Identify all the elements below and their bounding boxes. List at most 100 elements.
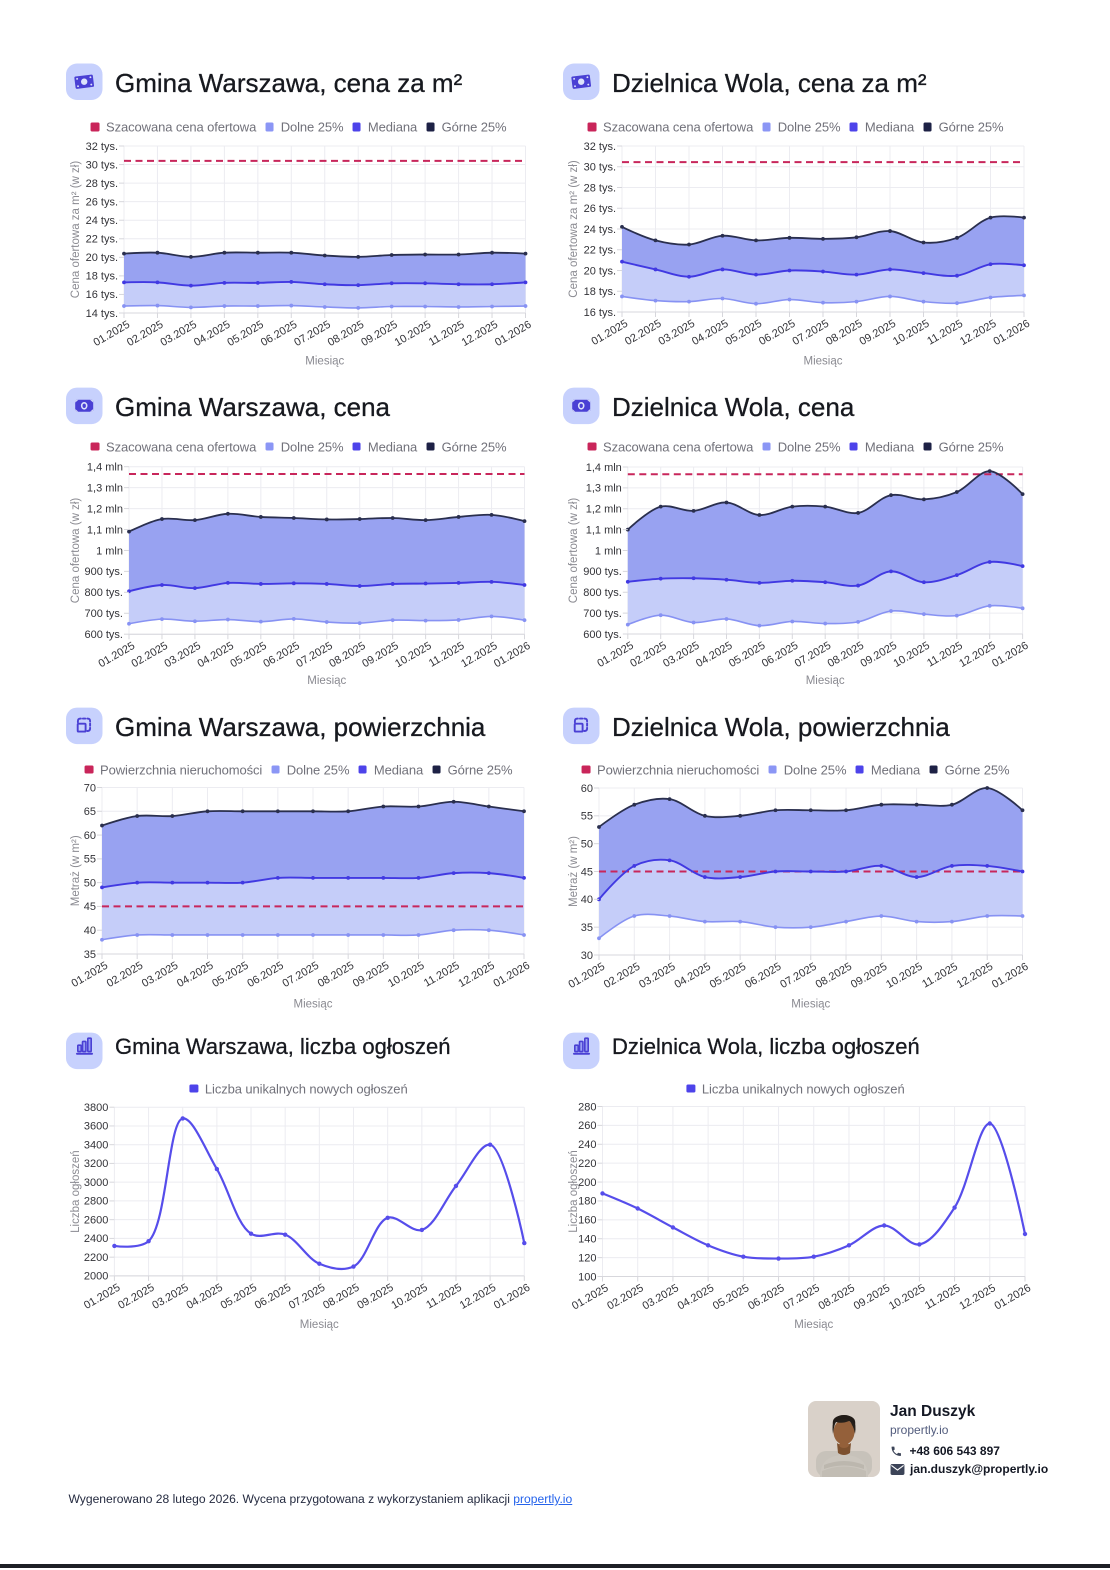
svg-text:18 tys.: 18 tys.	[86, 271, 118, 283]
svg-text:16 tys.: 16 tys.	[584, 307, 616, 319]
svg-text:01.2026: 01.2026	[492, 1282, 532, 1312]
svg-text:10.2025: 10.2025	[389, 1282, 429, 1312]
svg-text:3000: 3000	[84, 1177, 108, 1189]
svg-text:12.2025: 12.2025	[957, 640, 997, 670]
svg-text:08.2025: 08.2025	[826, 640, 866, 670]
svg-text:07.2025: 07.2025	[281, 960, 321, 990]
svg-text:01.2025: 01.2025	[590, 318, 630, 348]
svg-text:01.2026: 01.2026	[493, 319, 533, 349]
svg-text:12.2025: 12.2025	[459, 640, 499, 670]
svg-text:Miesiąc: Miesiąc	[294, 999, 333, 1011]
svg-text:100: 100	[578, 1271, 596, 1283]
svg-text:3200: 3200	[84, 1158, 108, 1170]
svg-text:11.2025: 11.2025	[925, 640, 965, 670]
svg-text:Miesiąc: Miesiąc	[305, 356, 344, 368]
svg-text:08.2025: 08.2025	[814, 961, 854, 991]
svg-text:10.2025: 10.2025	[891, 318, 931, 348]
svg-text:07.2025: 07.2025	[793, 640, 833, 670]
svg-text:Cena ofertowa (w zł): Cena ofertowa (w zł)	[568, 498, 580, 604]
svg-text:08.2025: 08.2025	[316, 960, 356, 990]
svg-text:1,2 mln: 1,2 mln	[586, 504, 622, 516]
svg-text:200: 200	[578, 1177, 596, 1189]
svg-text:1,2 mln: 1,2 mln	[87, 503, 123, 515]
svg-text:12.2025: 12.2025	[458, 1282, 498, 1312]
svg-text:03.2025: 03.2025	[640, 1282, 680, 1312]
svg-text:10.2025: 10.2025	[393, 640, 433, 670]
svg-text:07.2025: 07.2025	[791, 318, 831, 348]
svg-text:01.2025: 01.2025	[97, 640, 137, 670]
svg-text:24 tys.: 24 tys.	[584, 224, 616, 236]
svg-text:12.2025: 12.2025	[957, 1282, 997, 1312]
svg-text:08.2025: 08.2025	[824, 318, 864, 348]
svg-text:32 tys.: 32 tys.	[86, 141, 118, 153]
svg-text:30: 30	[581, 950, 593, 962]
svg-text:600 tys.: 600 tys.	[84, 629, 123, 641]
svg-text:03.2025: 03.2025	[162, 640, 202, 670]
svg-text:03.2025: 03.2025	[637, 961, 677, 991]
svg-text:2800: 2800	[84, 1196, 108, 1208]
svg-text:05.2025: 05.2025	[724, 318, 764, 348]
svg-text:02.2025: 02.2025	[125, 319, 165, 349]
svg-text:2600: 2600	[84, 1214, 108, 1226]
svg-text:07.2025: 07.2025	[781, 1282, 821, 1312]
svg-text:04.2025: 04.2025	[195, 640, 235, 670]
svg-text:02.2025: 02.2025	[130, 640, 170, 670]
svg-text:55: 55	[84, 854, 96, 866]
svg-text:12.2025: 12.2025	[955, 961, 995, 991]
svg-text:16 tys.: 16 tys.	[86, 289, 118, 301]
svg-text:1,4 mln: 1,4 mln	[586, 462, 622, 474]
svg-text:Metraż (w m²): Metraż (w m²)	[568, 836, 580, 907]
svg-text:07.2025: 07.2025	[778, 961, 818, 991]
svg-text:03.2025: 03.2025	[140, 960, 180, 990]
svg-text:01.2025: 01.2025	[92, 319, 132, 349]
svg-text:1 mln: 1 mln	[595, 545, 622, 557]
svg-text:800 tys.: 800 tys.	[84, 587, 123, 599]
svg-text:11.2025: 11.2025	[925, 318, 965, 348]
svg-text:09.2025: 09.2025	[351, 960, 391, 990]
svg-text:600 tys.: 600 tys.	[583, 629, 622, 641]
svg-text:02.2025: 02.2025	[623, 318, 663, 348]
svg-text:26 tys.: 26 tys.	[86, 196, 118, 208]
svg-text:03.2025: 03.2025	[150, 1282, 190, 1312]
svg-text:22 tys.: 22 tys.	[584, 245, 616, 257]
svg-text:Miesiąc: Miesiąc	[300, 1319, 339, 1331]
svg-text:02.2025: 02.2025	[105, 960, 145, 990]
svg-text:240: 240	[578, 1139, 596, 1151]
svg-text:Cena ofertowa za m² (w zł): Cena ofertowa za m² (w zł)	[568, 160, 580, 298]
svg-text:Miesiąc: Miesiąc	[791, 999, 830, 1011]
svg-text:04.2025: 04.2025	[192, 319, 232, 349]
svg-text:05.2025: 05.2025	[708, 961, 748, 991]
svg-text:09.2025: 09.2025	[359, 319, 399, 349]
svg-text:22 tys.: 22 tys.	[86, 234, 118, 246]
svg-text:160: 160	[578, 1215, 596, 1227]
svg-text:900 tys.: 900 tys.	[84, 566, 123, 578]
svg-text:01.2026: 01.2026	[492, 960, 532, 990]
svg-text:40: 40	[84, 925, 96, 937]
svg-text:02.2025: 02.2025	[605, 1282, 645, 1312]
svg-text:3400: 3400	[84, 1139, 108, 1151]
svg-text:01.2026: 01.2026	[993, 1282, 1033, 1312]
svg-text:04.2025: 04.2025	[694, 640, 734, 670]
svg-text:70: 70	[84, 782, 96, 794]
svg-text:1,1 mln: 1,1 mln	[87, 524, 123, 536]
svg-text:1,4 mln: 1,4 mln	[87, 462, 123, 474]
svg-text:2000: 2000	[84, 1271, 108, 1283]
svg-text:120: 120	[578, 1252, 596, 1264]
svg-text:18 tys.: 18 tys.	[584, 286, 616, 298]
svg-text:3800: 3800	[84, 1102, 108, 1114]
svg-text:1 mln: 1 mln	[96, 545, 123, 557]
svg-text:06.2025: 06.2025	[743, 961, 783, 991]
svg-text:Liczba ogłoszeń: Liczba ogłoszeń	[70, 1150, 82, 1232]
svg-text:30 tys.: 30 tys.	[584, 162, 616, 174]
svg-text:02.2025: 02.2025	[602, 961, 642, 991]
svg-text:24 tys.: 24 tys.	[86, 215, 118, 227]
svg-text:10.2025: 10.2025	[887, 1282, 927, 1312]
svg-text:800 tys.: 800 tys.	[583, 587, 622, 599]
svg-text:11.2025: 11.2025	[427, 319, 467, 349]
svg-text:12.2025: 12.2025	[460, 319, 500, 349]
svg-text:10.2025: 10.2025	[884, 961, 924, 991]
svg-text:09.2025: 09.2025	[858, 318, 898, 348]
svg-text:04.2025: 04.2025	[175, 960, 215, 990]
svg-text:50: 50	[581, 838, 593, 850]
svg-text:05.2025: 05.2025	[219, 1282, 259, 1312]
